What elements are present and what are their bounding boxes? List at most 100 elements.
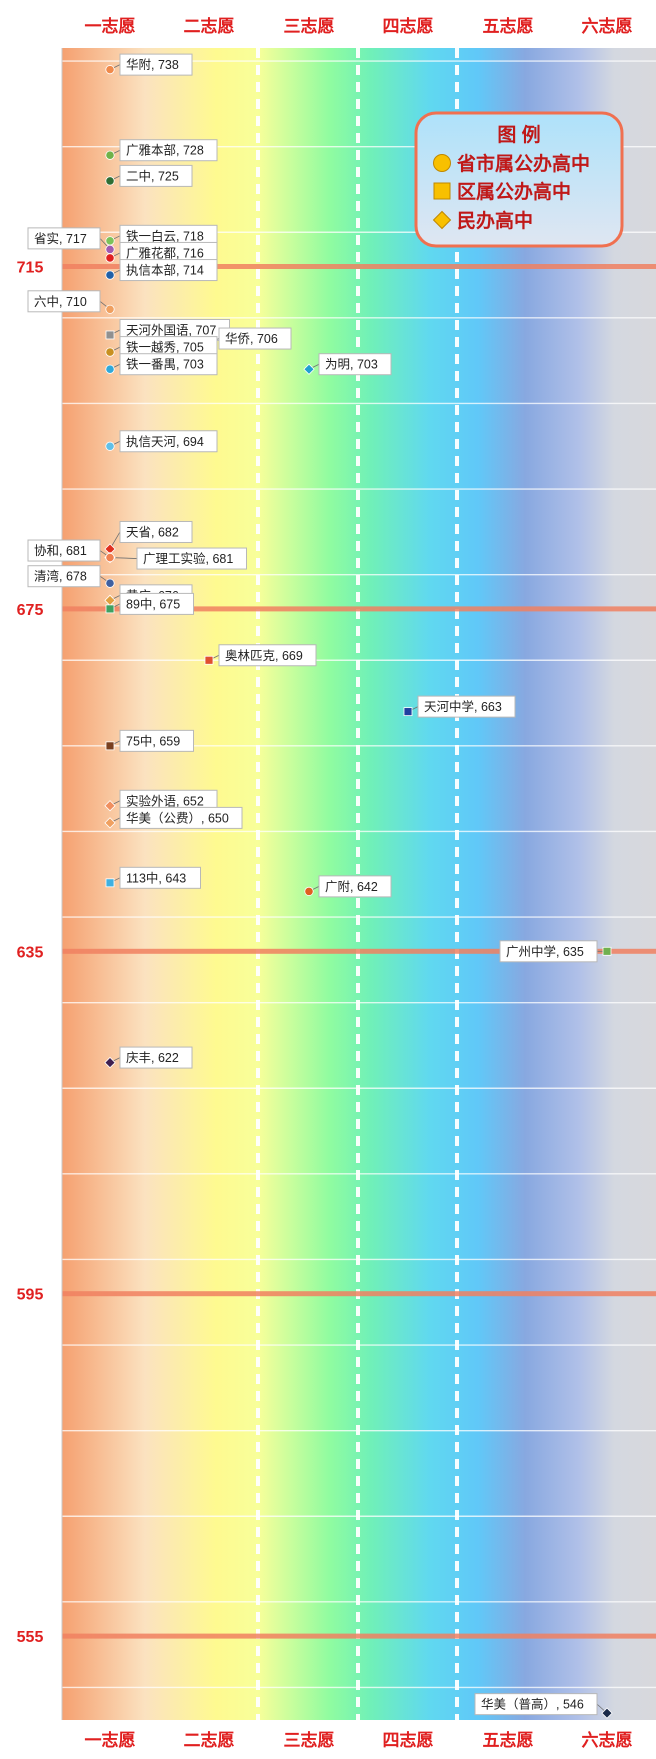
data-label: 广州中学, 635: [506, 944, 584, 959]
y-tick-label: 555: [17, 1629, 44, 1646]
data-point: [105, 244, 115, 254]
legend-diamond-icon: [432, 210, 452, 230]
data-label-box: [27, 227, 101, 250]
data-point: [105, 236, 115, 246]
data-label: 执信本部, 714: [126, 263, 204, 278]
legend-square-icon: [433, 182, 451, 200]
y-tick-label: 595: [17, 1287, 44, 1304]
data-point: [105, 253, 115, 263]
data-label: 铁一番禺, 703: [126, 358, 204, 372]
reference-lines: [62, 264, 656, 1639]
data-point: [105, 604, 115, 614]
data-label: 为明, 703: [325, 358, 378, 372]
data-point: [105, 65, 115, 75]
data-label: 六中, 710: [34, 294, 87, 309]
data-point: [403, 707, 413, 717]
reference-line: [62, 948, 656, 954]
data-point: [105, 741, 115, 751]
data-label: 天省, 682: [126, 525, 179, 539]
y-tick-label: 715: [17, 260, 44, 277]
data-label-box: [218, 644, 317, 667]
data-point: [105, 304, 115, 314]
data-label: 广附, 642: [325, 880, 378, 894]
data-label-box: [318, 353, 392, 376]
data-label-box: [119, 164, 193, 187]
data-point: [104, 594, 116, 606]
x-tick-label: 六志愿: [582, 1730, 633, 1750]
data-point: [105, 552, 115, 563]
data-point: [303, 363, 315, 375]
reference-line: [62, 606, 656, 612]
data-label: 天河中学, 663: [424, 699, 502, 714]
data-label: 清湾, 678: [34, 569, 87, 584]
data-label: 华美（普高）, 546: [481, 1697, 584, 1712]
data-label: 庆丰, 622: [126, 1051, 179, 1065]
legend-entry-label: 区属公办高中: [457, 180, 571, 203]
data-label-box: [119, 592, 194, 615]
data-label-box: [218, 327, 292, 350]
data-label-box: [119, 866, 201, 889]
data-label: 二中, 725: [126, 168, 179, 183]
data-label-box: [474, 1693, 598, 1716]
data-point: [105, 150, 115, 160]
data-label: 广雅花都, 716: [126, 245, 204, 260]
legend-entry-label: 民办高中: [457, 209, 533, 232]
data-label: 广雅本部, 728: [126, 143, 204, 158]
data-label: 省实, 717: [34, 231, 87, 246]
data-layer: 华附, 738 广雅本部, 728 二中, 725 铁一白云, 718 省实, 717 广…: [27, 53, 613, 1719]
data-label: 实验外语, 652: [126, 793, 204, 808]
data-point: [602, 946, 612, 956]
data-point: [104, 1056, 116, 1069]
data-label: 执信天河, 694: [126, 435, 204, 449]
data-label-box: [119, 53, 193, 76]
data-label: 华侨, 706: [225, 331, 278, 346]
data-label: 113中, 643: [126, 870, 186, 885]
data-label: 华美（公费）, 650: [126, 810, 229, 825]
data-point: [105, 364, 115, 374]
data-label-box: [499, 940, 598, 963]
legend-title: 图 例: [497, 123, 540, 146]
data-label-box: [119, 430, 218, 453]
legend: 图 例 省市属公办高中 区属公办高中 民办高中: [414, 111, 624, 248]
data-point: [104, 800, 116, 812]
data-point: [601, 1707, 613, 1719]
data-point: [104, 543, 116, 555]
data-label-box: [119, 139, 218, 162]
data-label: 广理工实验, 681: [143, 551, 233, 566]
legend-entry-label: 省市属公办高中: [456, 152, 590, 175]
data-label-box: [119, 520, 193, 543]
x-tick-label: 二志愿: [184, 16, 235, 36]
legend-box: [414, 111, 624, 248]
data-point: [204, 655, 214, 665]
x-tick-label: 一志愿: [85, 16, 136, 36]
reference-line: [62, 264, 656, 269]
data-label: 铁一越秀, 705: [126, 341, 204, 355]
x-tick-label: 四志愿: [383, 16, 434, 36]
data-label-box: [318, 875, 392, 898]
data-label: 铁一白云, 718: [126, 228, 204, 243]
reference-line: [62, 1291, 656, 1297]
data-point: [105, 270, 115, 280]
data-label: 奥林匹克, 669: [225, 649, 303, 663]
y-tick-label: 635: [17, 944, 44, 961]
data-label: 75中, 659: [126, 733, 180, 748]
x-tick-label: 五志愿: [483, 16, 534, 36]
legend-circle-icon: [433, 154, 451, 172]
data-point: [304, 886, 314, 896]
data-label: 89中, 675: [126, 596, 180, 611]
data-label-box: [417, 695, 516, 718]
data-point: [105, 578, 115, 588]
data-label-box: [27, 290, 101, 313]
data-label: 协和, 681: [34, 543, 87, 558]
x-tick-label: 二志愿: [184, 1730, 235, 1750]
x-tick-label: 三志愿: [284, 16, 335, 36]
x-tick-label: 五志愿: [483, 1730, 534, 1750]
x-tick-label: 一志愿: [85, 1730, 136, 1750]
data-label-box: [119, 729, 194, 752]
data-point: [105, 330, 115, 340]
data-label-box: [136, 547, 247, 570]
data-label-box: [27, 539, 101, 562]
data-label-box: [119, 353, 218, 376]
x-tick-label: 六志愿: [582, 16, 633, 36]
